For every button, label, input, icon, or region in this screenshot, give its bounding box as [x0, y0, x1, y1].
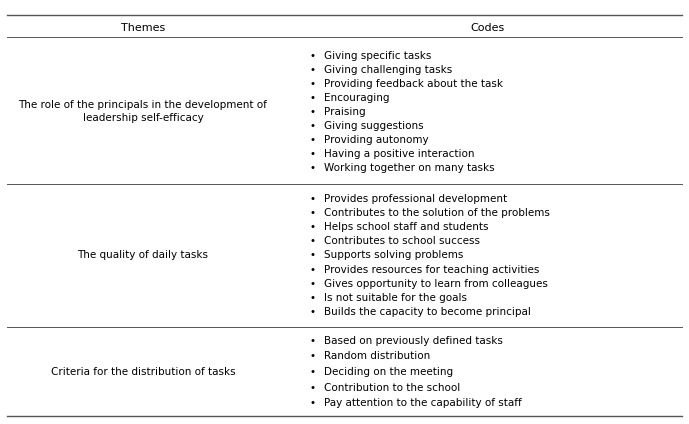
Text: Encouraging: Encouraging [324, 93, 389, 103]
Text: Contribution to the school: Contribution to the school [324, 382, 460, 393]
Text: •: • [309, 237, 315, 246]
Text: •: • [309, 382, 315, 393]
Text: Is not suitable for the goals: Is not suitable for the goals [324, 293, 467, 303]
Text: Based on previously defined tasks: Based on previously defined tasks [324, 335, 503, 346]
Text: •: • [309, 335, 315, 346]
Text: Provides resources for teaching activities: Provides resources for teaching activiti… [324, 265, 539, 275]
Text: •: • [309, 222, 315, 232]
Text: Contributes to the solution of the problems: Contributes to the solution of the probl… [324, 208, 550, 218]
Text: •: • [309, 78, 315, 89]
Text: Giving specific tasks: Giving specific tasks [324, 50, 431, 61]
Text: The quality of daily tasks: The quality of daily tasks [77, 251, 209, 260]
Text: •: • [309, 135, 315, 145]
Text: Providing feedback about the task: Providing feedback about the task [324, 78, 503, 89]
Text: •: • [309, 265, 315, 275]
Text: •: • [309, 149, 315, 159]
Text: Supports solving problems: Supports solving problems [324, 251, 463, 260]
Text: Deciding on the meeting: Deciding on the meeting [324, 367, 453, 377]
Text: Giving suggestions: Giving suggestions [324, 121, 424, 131]
Text: •: • [309, 163, 315, 173]
Text: Provides professional development: Provides professional development [324, 194, 507, 204]
Text: Pay attention to the capability of staff: Pay attention to the capability of staff [324, 398, 522, 408]
Text: •: • [309, 398, 315, 408]
Text: •: • [309, 107, 315, 117]
Text: •: • [309, 93, 315, 103]
Text: •: • [309, 351, 315, 361]
Text: •: • [309, 64, 315, 75]
Text: •: • [309, 121, 315, 131]
Text: Providing autonomy: Providing autonomy [324, 135, 429, 145]
Text: •: • [309, 279, 315, 289]
Text: •: • [309, 194, 315, 204]
Text: •: • [309, 208, 315, 218]
Text: •: • [309, 251, 315, 260]
Text: •: • [309, 50, 315, 61]
Text: Contributes to school success: Contributes to school success [324, 237, 480, 246]
Text: The role of the principals in the development of
leadership self-efficacy: The role of the principals in the develo… [19, 100, 267, 123]
Text: Criteria for the distribution of tasks: Criteria for the distribution of tasks [51, 367, 235, 377]
Text: Random distribution: Random distribution [324, 351, 430, 361]
Text: Gives opportunity to learn from colleagues: Gives opportunity to learn from colleagu… [324, 279, 548, 289]
Text: Builds the capacity to become principal: Builds the capacity to become principal [324, 307, 531, 317]
Text: •: • [309, 293, 315, 303]
Text: Praising: Praising [324, 107, 365, 117]
Text: Helps school staff and students: Helps school staff and students [324, 222, 489, 232]
Text: Codes: Codes [471, 22, 504, 33]
Text: Working together on many tasks: Working together on many tasks [324, 163, 495, 173]
Text: •: • [309, 367, 315, 377]
Text: Having a positive interaction: Having a positive interaction [324, 149, 474, 159]
Text: •: • [309, 307, 315, 317]
Text: Giving challenging tasks: Giving challenging tasks [324, 64, 452, 75]
Text: Themes: Themes [121, 22, 165, 33]
